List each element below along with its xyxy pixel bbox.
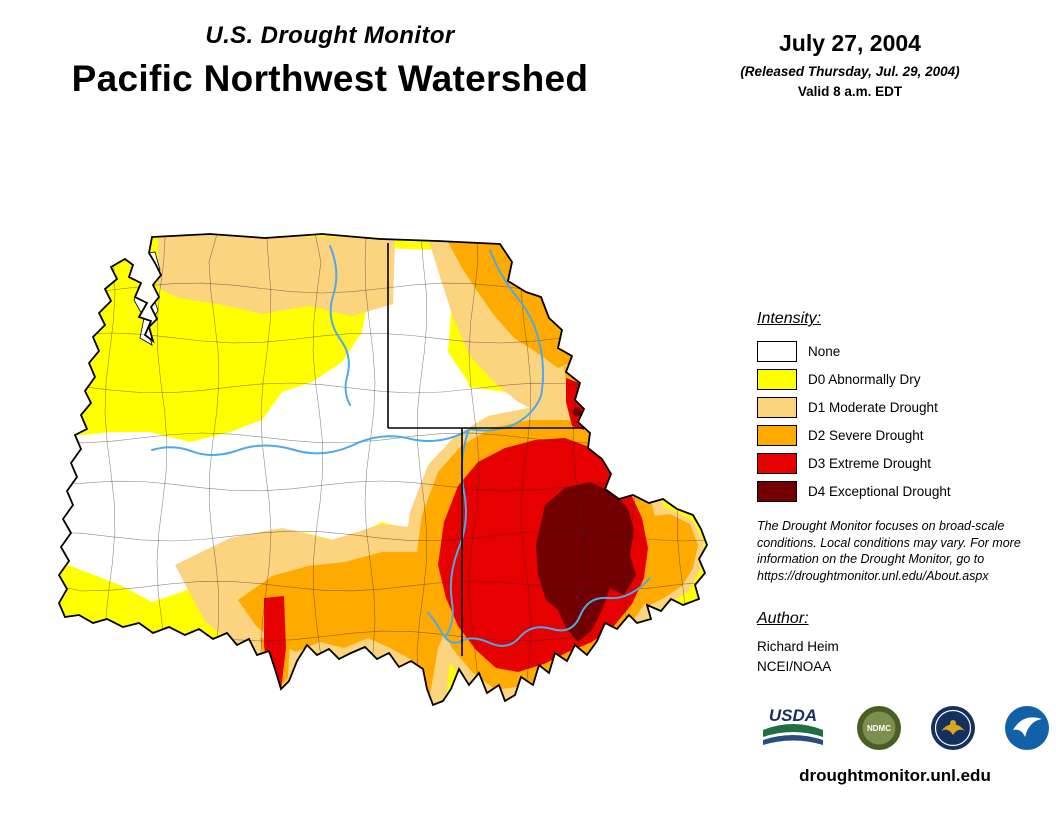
- author-heading: Author:: [757, 610, 809, 627]
- author-name: Richard Heim: [757, 639, 839, 654]
- legend-swatch: [757, 453, 797, 474]
- legend-label: D0 Abnormally Dry: [808, 372, 921, 387]
- legend-label: D1 Moderate Drought: [808, 400, 938, 415]
- state-boundaries: [387, 243, 588, 656]
- usda-logo-text: USDA: [769, 706, 817, 725]
- legend-item: D2 Severe Drought: [757, 425, 1039, 446]
- author-org: NCEI/NOAA: [757, 659, 832, 674]
- usda-logo: USDA: [757, 704, 829, 752]
- legend-label: D3 Extreme Drought: [808, 456, 932, 471]
- legend-items: None D0 Abnormally Dry D1 Moderate Drought…: [757, 341, 1039, 502]
- legend-swatch: [757, 341, 797, 362]
- legend-label: D4 Exceptional Drought: [808, 484, 951, 499]
- release-date: (Released Thursday, Jul. 29, 2004): [740, 64, 960, 79]
- legend-heading: Intensity:: [757, 310, 822, 327]
- website-url: droughtmonitor.unl.edu: [799, 766, 991, 785]
- legend-label: None: [808, 344, 841, 359]
- legend-item: D4 Exceptional Drought: [757, 481, 1039, 502]
- report-title: U.S. Drought Monitor: [205, 22, 455, 49]
- watershed-outline: [57, 233, 708, 707]
- legend-item: D0 Abnormally Dry: [757, 369, 1039, 390]
- valid-time: Valid 8 a.m. EDT: [797, 84, 903, 99]
- title-block: U.S. Drought Monitor Pacific Northwest W…: [30, 22, 630, 100]
- legend-item: D3 Extreme Drought: [757, 453, 1039, 474]
- legend-swatch: [757, 481, 797, 502]
- legend-item: D1 Moderate Drought: [757, 397, 1039, 418]
- agency-logos: USDA NDMC: [757, 704, 1051, 752]
- noaa-logo: [1005, 706, 1049, 750]
- ndmc-logo-text: NDMC: [867, 724, 891, 733]
- commerce-seal-icon: [931, 706, 975, 750]
- legend-item: None: [757, 341, 1039, 362]
- legend-panel: Intensity: None D0 Abnormally Dry D1 Moder…: [757, 310, 1039, 674]
- legend-swatch: [757, 397, 797, 418]
- disclaimer-text: The Drought Monitor focuses on broad-sca…: [757, 519, 1021, 583]
- date-block: July 27, 2004 (Released Thursday, Jul. 2…: [715, 30, 985, 99]
- legend-label: D2 Severe Drought: [808, 428, 924, 443]
- map-date: July 27, 2004: [779, 30, 921, 56]
- legend-swatch: [757, 369, 797, 390]
- legend-swatch: [757, 425, 797, 446]
- ndmc-logo: NDMC: [857, 706, 901, 750]
- region-title: Pacific Northwest Watershed: [71, 58, 589, 99]
